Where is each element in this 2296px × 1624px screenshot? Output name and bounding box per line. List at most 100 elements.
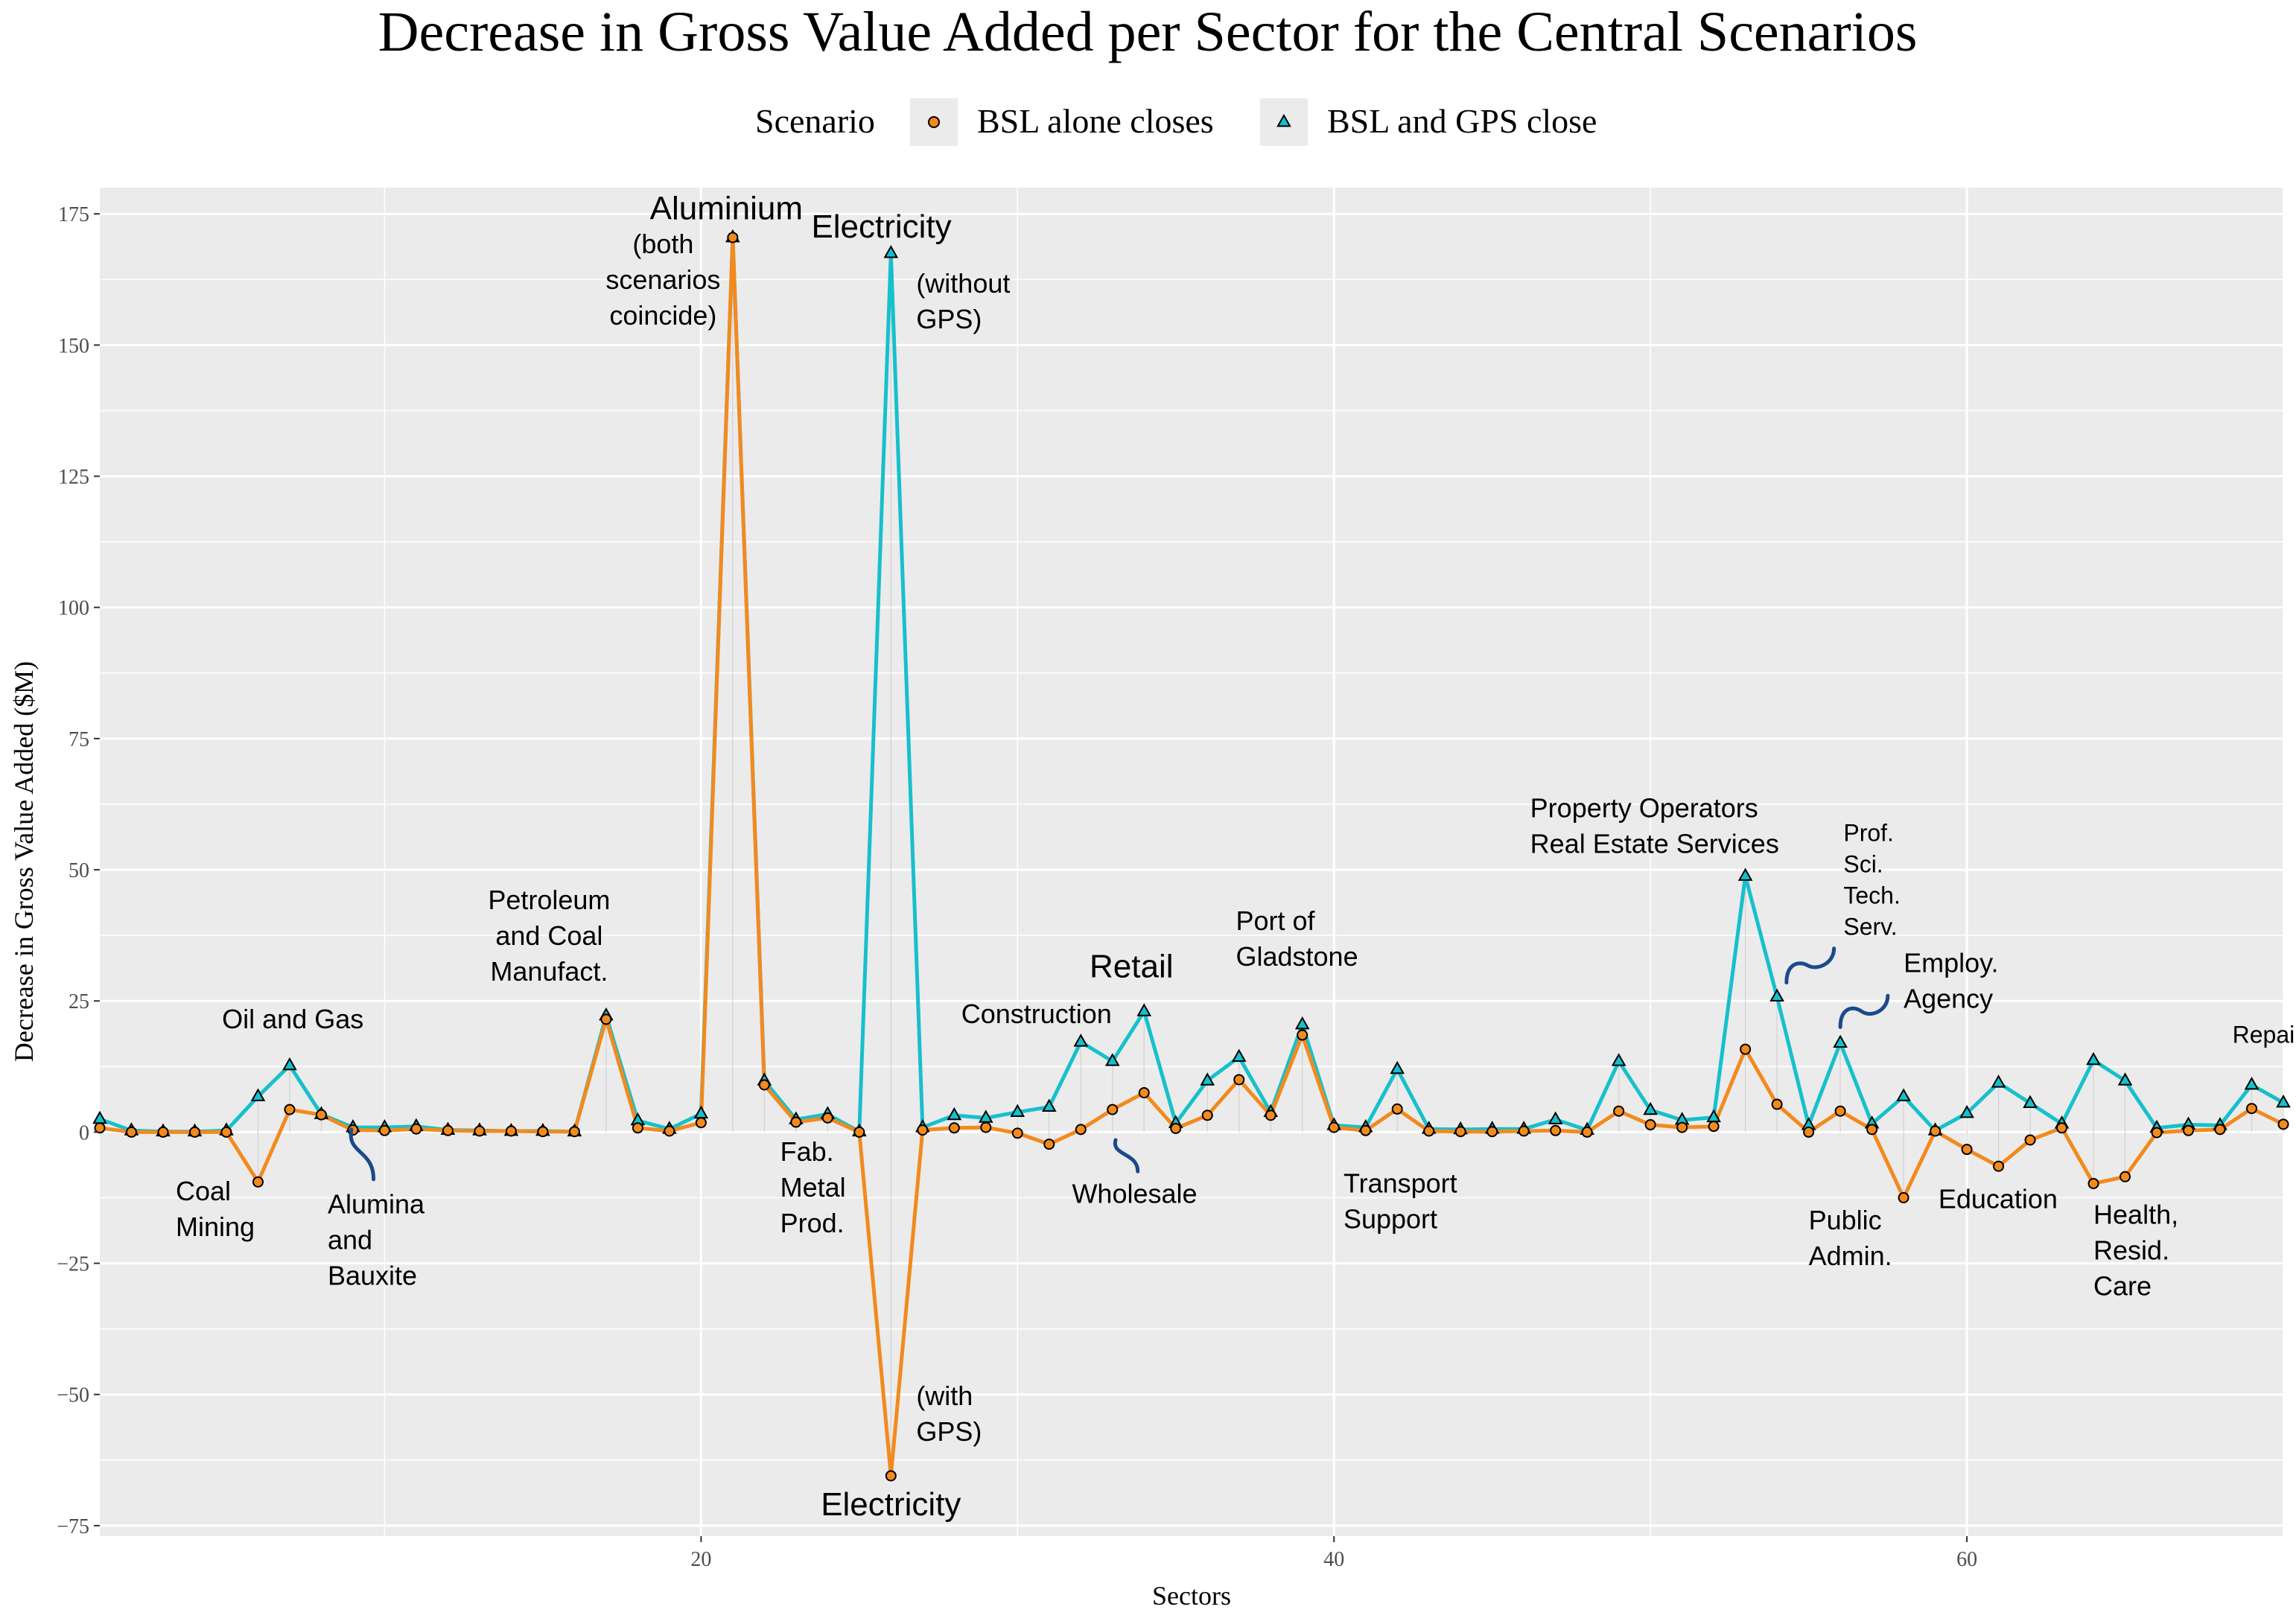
data-point-bsl-alone [125, 1126, 137, 1138]
data-point-bsl-alone [1866, 1124, 1878, 1136]
data-point-bsl-alone [1486, 1126, 1498, 1138]
annotation-label: (without GPS) [916, 268, 1010, 334]
data-point-bsl-alone [537, 1126, 549, 1138]
data-point-bsl-alone [758, 1079, 770, 1091]
data-point-bsl-alone [1898, 1191, 1909, 1203]
data-point-bsl-gps [947, 1106, 962, 1121]
data-point-bsl-gps [2023, 1095, 2038, 1109]
data-point-bsl-gps [1294, 1016, 1310, 1030]
data-point-bsl-alone [980, 1121, 992, 1133]
annotation-label: (with GPS) [916, 1381, 982, 1447]
data-point-bsl-alone [157, 1126, 169, 1138]
data-point-bsl-alone [2277, 1118, 2289, 1130]
data-point-bsl-gps [2117, 1072, 2133, 1086]
y-tick-label: 50 [69, 859, 89, 882]
y-tick-label: −25 [57, 1253, 89, 1276]
data-point-bsl-gps [1073, 1034, 1089, 1047]
data-point-bsl-alone [1454, 1126, 1466, 1138]
data-point-bsl-alone [1328, 1121, 1340, 1133]
x-tick-label: 20 [690, 1548, 711, 1571]
data-point-bsl-gps [1643, 1101, 1658, 1115]
data-point-bsl-alone [2119, 1171, 2131, 1182]
data-point-bsl-alone [1550, 1124, 1562, 1136]
annotation-label: Repair [2233, 1022, 2296, 1048]
data-point-bsl-alone [1360, 1124, 1372, 1136]
data-point-bsl-gps [1833, 1034, 1848, 1048]
data-point-bsl-gps [1611, 1053, 1626, 1066]
series-line-bsl-alone [99, 235, 2285, 1478]
annotation-label: Property Operators Real Estate Services [1530, 793, 1779, 859]
data-point-bsl-alone [410, 1123, 422, 1135]
annotation-label: Aluminium [650, 190, 803, 226]
data-point-bsl-alone [727, 232, 739, 243]
data-point-bsl-alone [821, 1112, 833, 1124]
data-point-bsl-alone [2056, 1122, 2068, 1134]
annotation-label: Petroleum and Coal Manufact. [488, 885, 610, 987]
y-tick-label: 0 [79, 1121, 89, 1144]
data-point-bsl-alone [1297, 1029, 1308, 1041]
legend-label: BSL alone closes [977, 102, 1214, 140]
data-point-bsl-alone [94, 1122, 106, 1134]
y-tick-label: 150 [58, 334, 89, 357]
data-point-bsl-alone [568, 1126, 580, 1138]
data-point-bsl-alone [790, 1116, 802, 1128]
data-point-bsl-alone [220, 1126, 232, 1138]
annotation-connector [349, 1127, 376, 1182]
annotation-label: Oil and Gas [222, 1004, 363, 1034]
data-point-bsl-alone [853, 1126, 865, 1138]
annotation-label: (both scenarios coincide) [605, 229, 720, 331]
y-tick-label: 25 [69, 990, 89, 1013]
legend-item-bsl-alone: BSL alone closes [910, 98, 1214, 146]
data-point-bsl-alone [1107, 1104, 1119, 1115]
y-tick-label: 75 [69, 728, 89, 751]
data-point-bsl-alone [1138, 1087, 1150, 1099]
data-point-bsl-gps [1010, 1104, 1025, 1118]
data-point-bsl-alone [2151, 1127, 2163, 1139]
annotation-label: Public Admin. [1809, 1205, 1892, 1271]
data-point-bsl-gps [1548, 1111, 1563, 1124]
legend-title: Scenario [755, 102, 875, 140]
data-point-bsl-alone [1075, 1124, 1087, 1136]
data-point-bsl-alone [1201, 1109, 1213, 1121]
x-axis-title: Sectors [1152, 1581, 1231, 1611]
y-axis-title: Decrease in Gross Value Added ($M) [9, 661, 39, 1062]
data-point-bsl-alone [948, 1122, 960, 1134]
data-point-bsl-alone [664, 1125, 675, 1137]
annotation-connector [1838, 993, 1890, 1029]
annotation-connector [1784, 946, 1837, 985]
plot-panel [100, 188, 2283, 1536]
annotation-label: Construction [961, 999, 1112, 1029]
legend-marker-triangle [1276, 113, 1291, 127]
data-point-bsl-alone [2087, 1177, 2099, 1189]
data-point-bsl-gps [1769, 988, 1784, 1002]
y-tick-label: −50 [57, 1384, 89, 1407]
data-point-bsl-alone [1676, 1121, 1688, 1133]
data-point-bsl-alone [2246, 1103, 2258, 1115]
annotation-label: Transport Support [1343, 1168, 1457, 1234]
data-point-bsl-alone [1708, 1121, 1720, 1133]
data-point-bsl-gps [2086, 1051, 2101, 1066]
data-point-bsl-gps [1041, 1098, 1057, 1112]
data-point-bsl-gps [1959, 1104, 1974, 1118]
legend-label: BSL and GPS close [1327, 102, 1597, 140]
data-point-bsl-gps [2244, 1076, 2260, 1090]
data-point-bsl-alone [1803, 1126, 1815, 1138]
data-point-bsl-alone [917, 1124, 929, 1136]
data-point-bsl-alone [252, 1176, 264, 1188]
annotation-label: Port of Gladstone [1236, 905, 1358, 972]
y-tick-label: 175 [58, 203, 89, 226]
data-point-bsl-alone [1043, 1139, 1055, 1150]
data-point-bsl-alone [1265, 1109, 1276, 1121]
annotation-label: Coal Mining [176, 1176, 255, 1242]
data-point-bsl-alone [2214, 1124, 2226, 1136]
data-point-bsl-alone [188, 1126, 200, 1138]
data-point-bsl-alone [1644, 1119, 1656, 1131]
data-point-bsl-alone [1834, 1105, 1846, 1117]
y-tick-label: 100 [58, 597, 89, 620]
data-point-bsl-alone [1518, 1125, 1530, 1137]
data-point-bsl-alone [1930, 1125, 1942, 1137]
data-point-bsl-gps [250, 1088, 266, 1101]
data-point-bsl-gps [282, 1057, 297, 1071]
data-point-bsl-alone [1391, 1103, 1403, 1115]
data-point-bsl-alone [1740, 1043, 1752, 1055]
